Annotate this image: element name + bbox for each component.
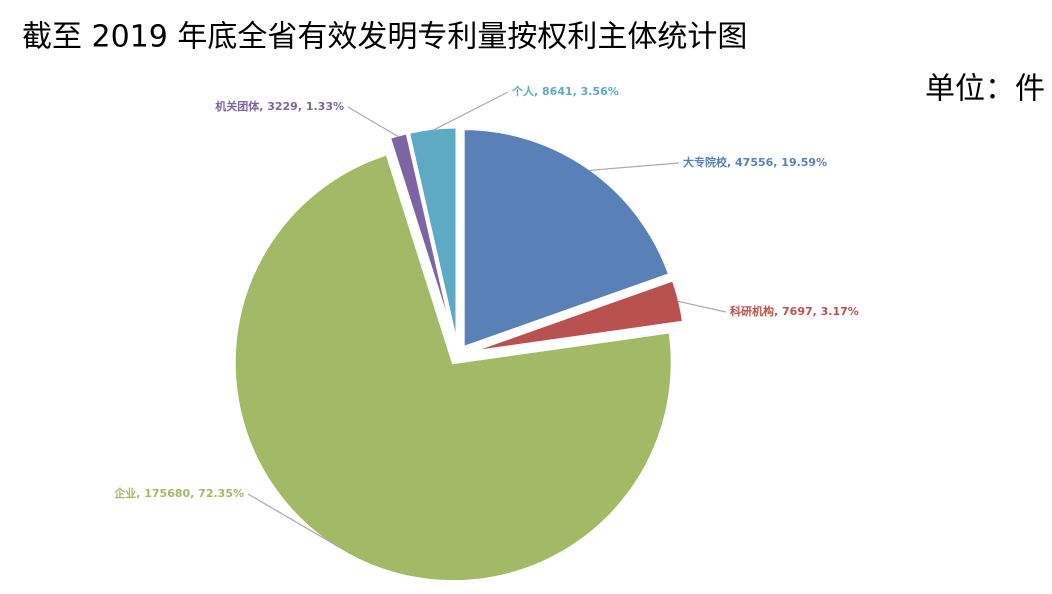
pie-slice — [232, 151, 674, 584]
leader-line — [347, 106, 400, 138]
data-label: 机关团体, 3229, 1.33% — [215, 99, 344, 113]
leader-line — [432, 91, 509, 131]
unit-label: 单位：件 — [925, 72, 1045, 107]
pie-slice — [461, 127, 672, 350]
leader-line — [247, 493, 339, 547]
chart-title: 截至 2019 年底全省有效发明专利量按权利主体统计图 — [22, 20, 747, 55]
data-label: 科研机构, 7697, 3.17% — [730, 304, 859, 318]
leader-line — [588, 162, 680, 172]
data-label: 大专院校, 47556, 19.59% — [683, 155, 827, 169]
data-label: 企业, 175680, 72.35% — [113, 486, 244, 500]
pie-slice — [406, 125, 459, 347]
pie-slice — [466, 277, 686, 355]
data-label: 个人, 8641, 3.56% — [511, 84, 619, 98]
leader-line — [677, 300, 727, 313]
